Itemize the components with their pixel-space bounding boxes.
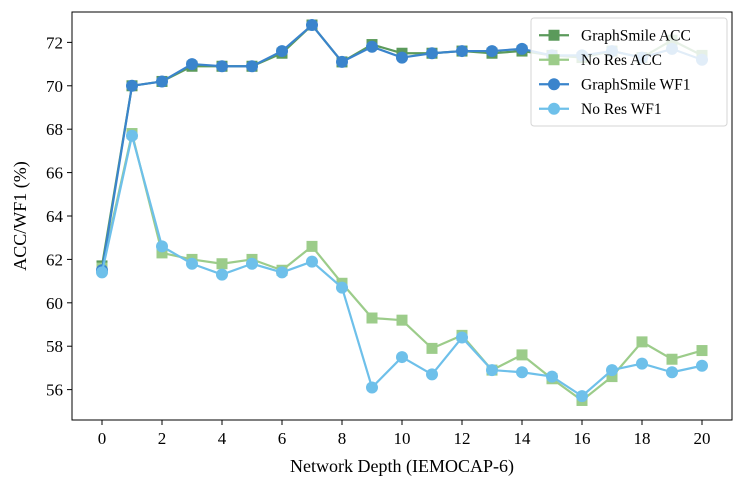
data-point [126,79,138,92]
data-point [156,240,168,253]
legend-item: GraphSmile WF1 [539,76,691,93]
series-layer [96,19,708,406]
x-axis-title: Network Depth (IEMOCAP-6) [290,456,514,477]
series-no-res-wf1 [96,129,708,403]
data-point [426,47,438,60]
data-point [456,331,468,344]
x-tick-label: 2 [158,429,167,448]
x-tick-label: 18 [634,429,651,448]
data-point [486,364,498,377]
data-point [276,45,288,58]
data-point [606,364,618,377]
data-point [696,359,708,372]
data-point [516,42,528,55]
x-tick-label: 12 [454,429,471,448]
data-point [336,55,348,68]
y-axis-title: ACC/WF1 (%) [10,161,31,271]
data-point [636,336,648,348]
y-tick-label: 70 [46,77,63,96]
legend-marker [548,78,560,91]
data-point [156,75,168,88]
data-point [426,342,438,354]
data-point [366,40,378,53]
legend-label: GraphSmile WF1 [581,76,691,93]
y-tick-label: 60 [46,294,63,313]
data-point [546,370,558,383]
data-point [666,366,678,379]
data-point [426,368,438,381]
data-point [246,257,258,270]
data-point [516,349,528,361]
data-point [336,281,348,294]
y-tick-label: 72 [46,33,63,52]
x-tick-label: 0 [98,429,107,448]
y-tick-label: 56 [46,381,63,400]
data-point [156,247,168,259]
data-point [516,366,528,379]
legend-marker [548,29,560,41]
data-point [636,357,648,370]
data-point [396,51,408,64]
data-point [666,353,678,365]
data-point [126,129,138,142]
data-point [216,60,228,73]
legend-label: GraphSmile ACC [581,27,691,44]
data-point [396,351,408,364]
x-tick-label: 20 [694,429,711,448]
y-tick-label: 68 [46,120,63,139]
x-tick-label: 8 [338,429,347,448]
y-tick-label: 62 [46,250,63,269]
data-point [96,266,108,279]
legend-box [530,17,728,127]
x-tick-label: 14 [514,429,532,448]
legend-label: No Res ACC [581,52,662,69]
data-point [366,312,378,324]
data-point [456,45,468,58]
y-tick-label: 64 [46,207,64,226]
data-point [306,255,318,268]
legend-label: No Res WF1 [581,101,662,118]
x-tick-label: 6 [278,429,287,448]
x-tick-label: 10 [394,429,411,448]
x-axis: 0 2 4 6 8 10 12 14 16 18 20 [98,420,711,448]
data-point [576,390,588,403]
legend-item: No Res ACC [539,52,662,69]
data-point [216,268,228,281]
data-point [276,266,288,279]
legend-marker [548,102,560,115]
x-tick-label: 16 [574,429,591,448]
data-point [606,371,618,383]
data-point [696,345,708,357]
y-tick-label: 58 [46,337,63,356]
data-point [366,381,378,394]
legend-item: No Res WF1 [539,101,662,118]
data-point [186,58,198,71]
data-point [306,240,318,252]
legend: GraphSmile ACC No Res ACC GraphSmile WF1 No… [530,17,728,127]
y-tick-label: 66 [46,164,63,183]
data-point [186,257,198,270]
data-point [306,19,318,32]
data-point [396,314,408,326]
data-point [246,60,258,73]
data-point [216,258,228,270]
data-point [486,45,498,58]
x-tick-label: 4 [218,429,227,448]
legend-item: GraphSmile ACC [539,27,691,44]
legend-marker [548,54,560,66]
y-axis: 56 58 60 62 64 66 68 70 72 [46,33,72,400]
